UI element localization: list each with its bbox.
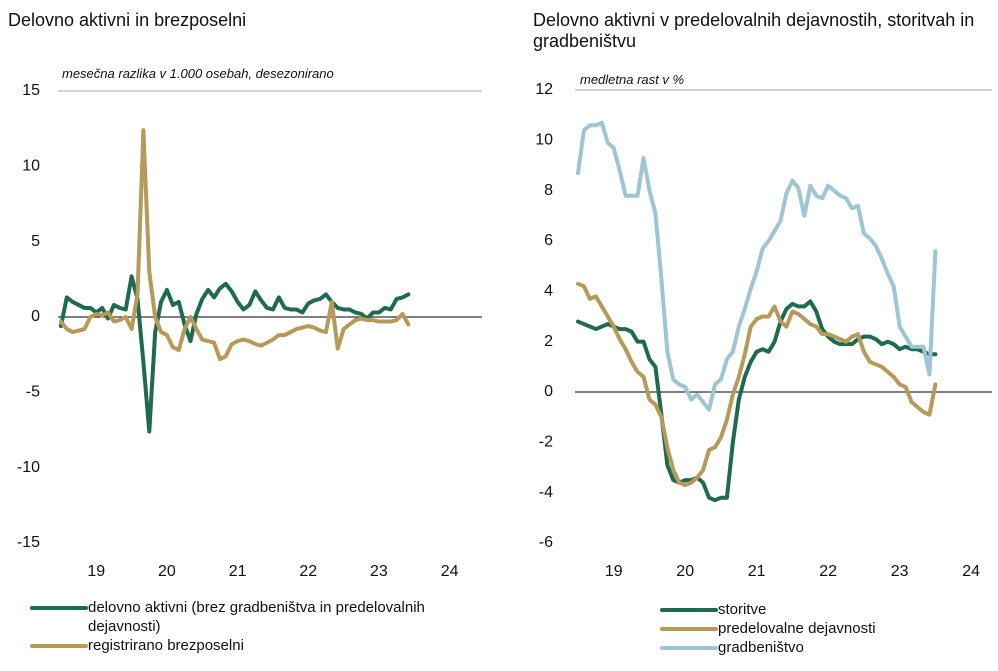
legend-swatch — [660, 646, 718, 650]
x-tick-label: 22 — [299, 563, 317, 580]
chart-title: Delovno aktivni v predelovalnih dejavnos… — [533, 10, 975, 51]
x-tick-label: 19 — [605, 563, 623, 580]
y-tick-label: 6 — [544, 232, 553, 249]
chart-title: Delovno aktivni in brezposelni — [8, 10, 247, 30]
x-tick-label: 23 — [370, 563, 388, 580]
x-tick-label: 22 — [819, 563, 837, 580]
x-tick-label: 24 — [441, 563, 459, 580]
y-tick-label: -2 — [539, 434, 553, 451]
legend-item: predelovalne dejavnosti — [660, 619, 960, 638]
x-tick-label: 21 — [229, 563, 247, 580]
chart-subtitle: medletna rast v % — [580, 72, 685, 87]
chart-subtitle: mesečna razlika v 1.000 osebah, desezoni… — [62, 66, 334, 81]
legend-swatch — [660, 627, 718, 631]
x-tick-label: 20 — [676, 563, 694, 580]
legend-item: storitve — [660, 600, 960, 619]
y-tick-label: 12 — [535, 81, 553, 98]
y-tick-label: 0 — [544, 383, 553, 400]
x-tick-label: 23 — [891, 563, 909, 580]
legend: storitve predelovalne dejavnosti gradbeniš… — [660, 600, 960, 657]
y-tick-label: -6 — [539, 534, 553, 551]
legend-item: delovno aktivni (brez gradbeništva in pr… — [30, 598, 500, 636]
y-tick-label: 4 — [544, 283, 553, 300]
legend-swatch — [30, 644, 88, 648]
y-tick-label: 8 — [544, 182, 553, 199]
y-tick-label: 5 — [31, 233, 40, 250]
y-tick-label: -10 — [17, 459, 40, 476]
series-line — [575, 120, 938, 412]
legend-item: registrirano brezposelni — [30, 636, 500, 655]
y-tick-label: -4 — [539, 484, 553, 501]
series-line — [575, 281, 938, 488]
legend-label: gradbeništvo — [718, 639, 804, 656]
series-line — [58, 128, 411, 362]
legend-item: gradbeništvo — [660, 638, 960, 657]
x-tick-label: 24 — [962, 563, 980, 580]
series-line — [575, 299, 938, 503]
series-line — [58, 274, 411, 434]
y-tick-label: 15 — [22, 82, 40, 99]
x-tick-label: 19 — [87, 563, 105, 580]
legend-swatch — [30, 606, 88, 610]
x-tick-label: 21 — [748, 563, 766, 580]
y-tick-label: -5 — [26, 384, 40, 401]
y-tick-label: 10 — [535, 132, 553, 149]
legend-label: predelovalne dejavnosti — [718, 620, 876, 637]
y-tick-label: 2 — [544, 333, 553, 350]
legend-label: registrirano brezposelni — [88, 637, 244, 654]
x-tick-label: 20 — [158, 563, 176, 580]
y-tick-label: 10 — [22, 158, 40, 175]
y-tick-label: 0 — [31, 308, 40, 325]
legend: delovno aktivni (brez gradbeništva in pr… — [30, 598, 500, 655]
legend-label: delovno aktivni (brez gradbeništva in pr… — [88, 599, 425, 635]
legend-label: storitve — [718, 601, 767, 618]
y-tick-label: -15 — [17, 534, 40, 551]
legend-swatch — [660, 608, 718, 612]
